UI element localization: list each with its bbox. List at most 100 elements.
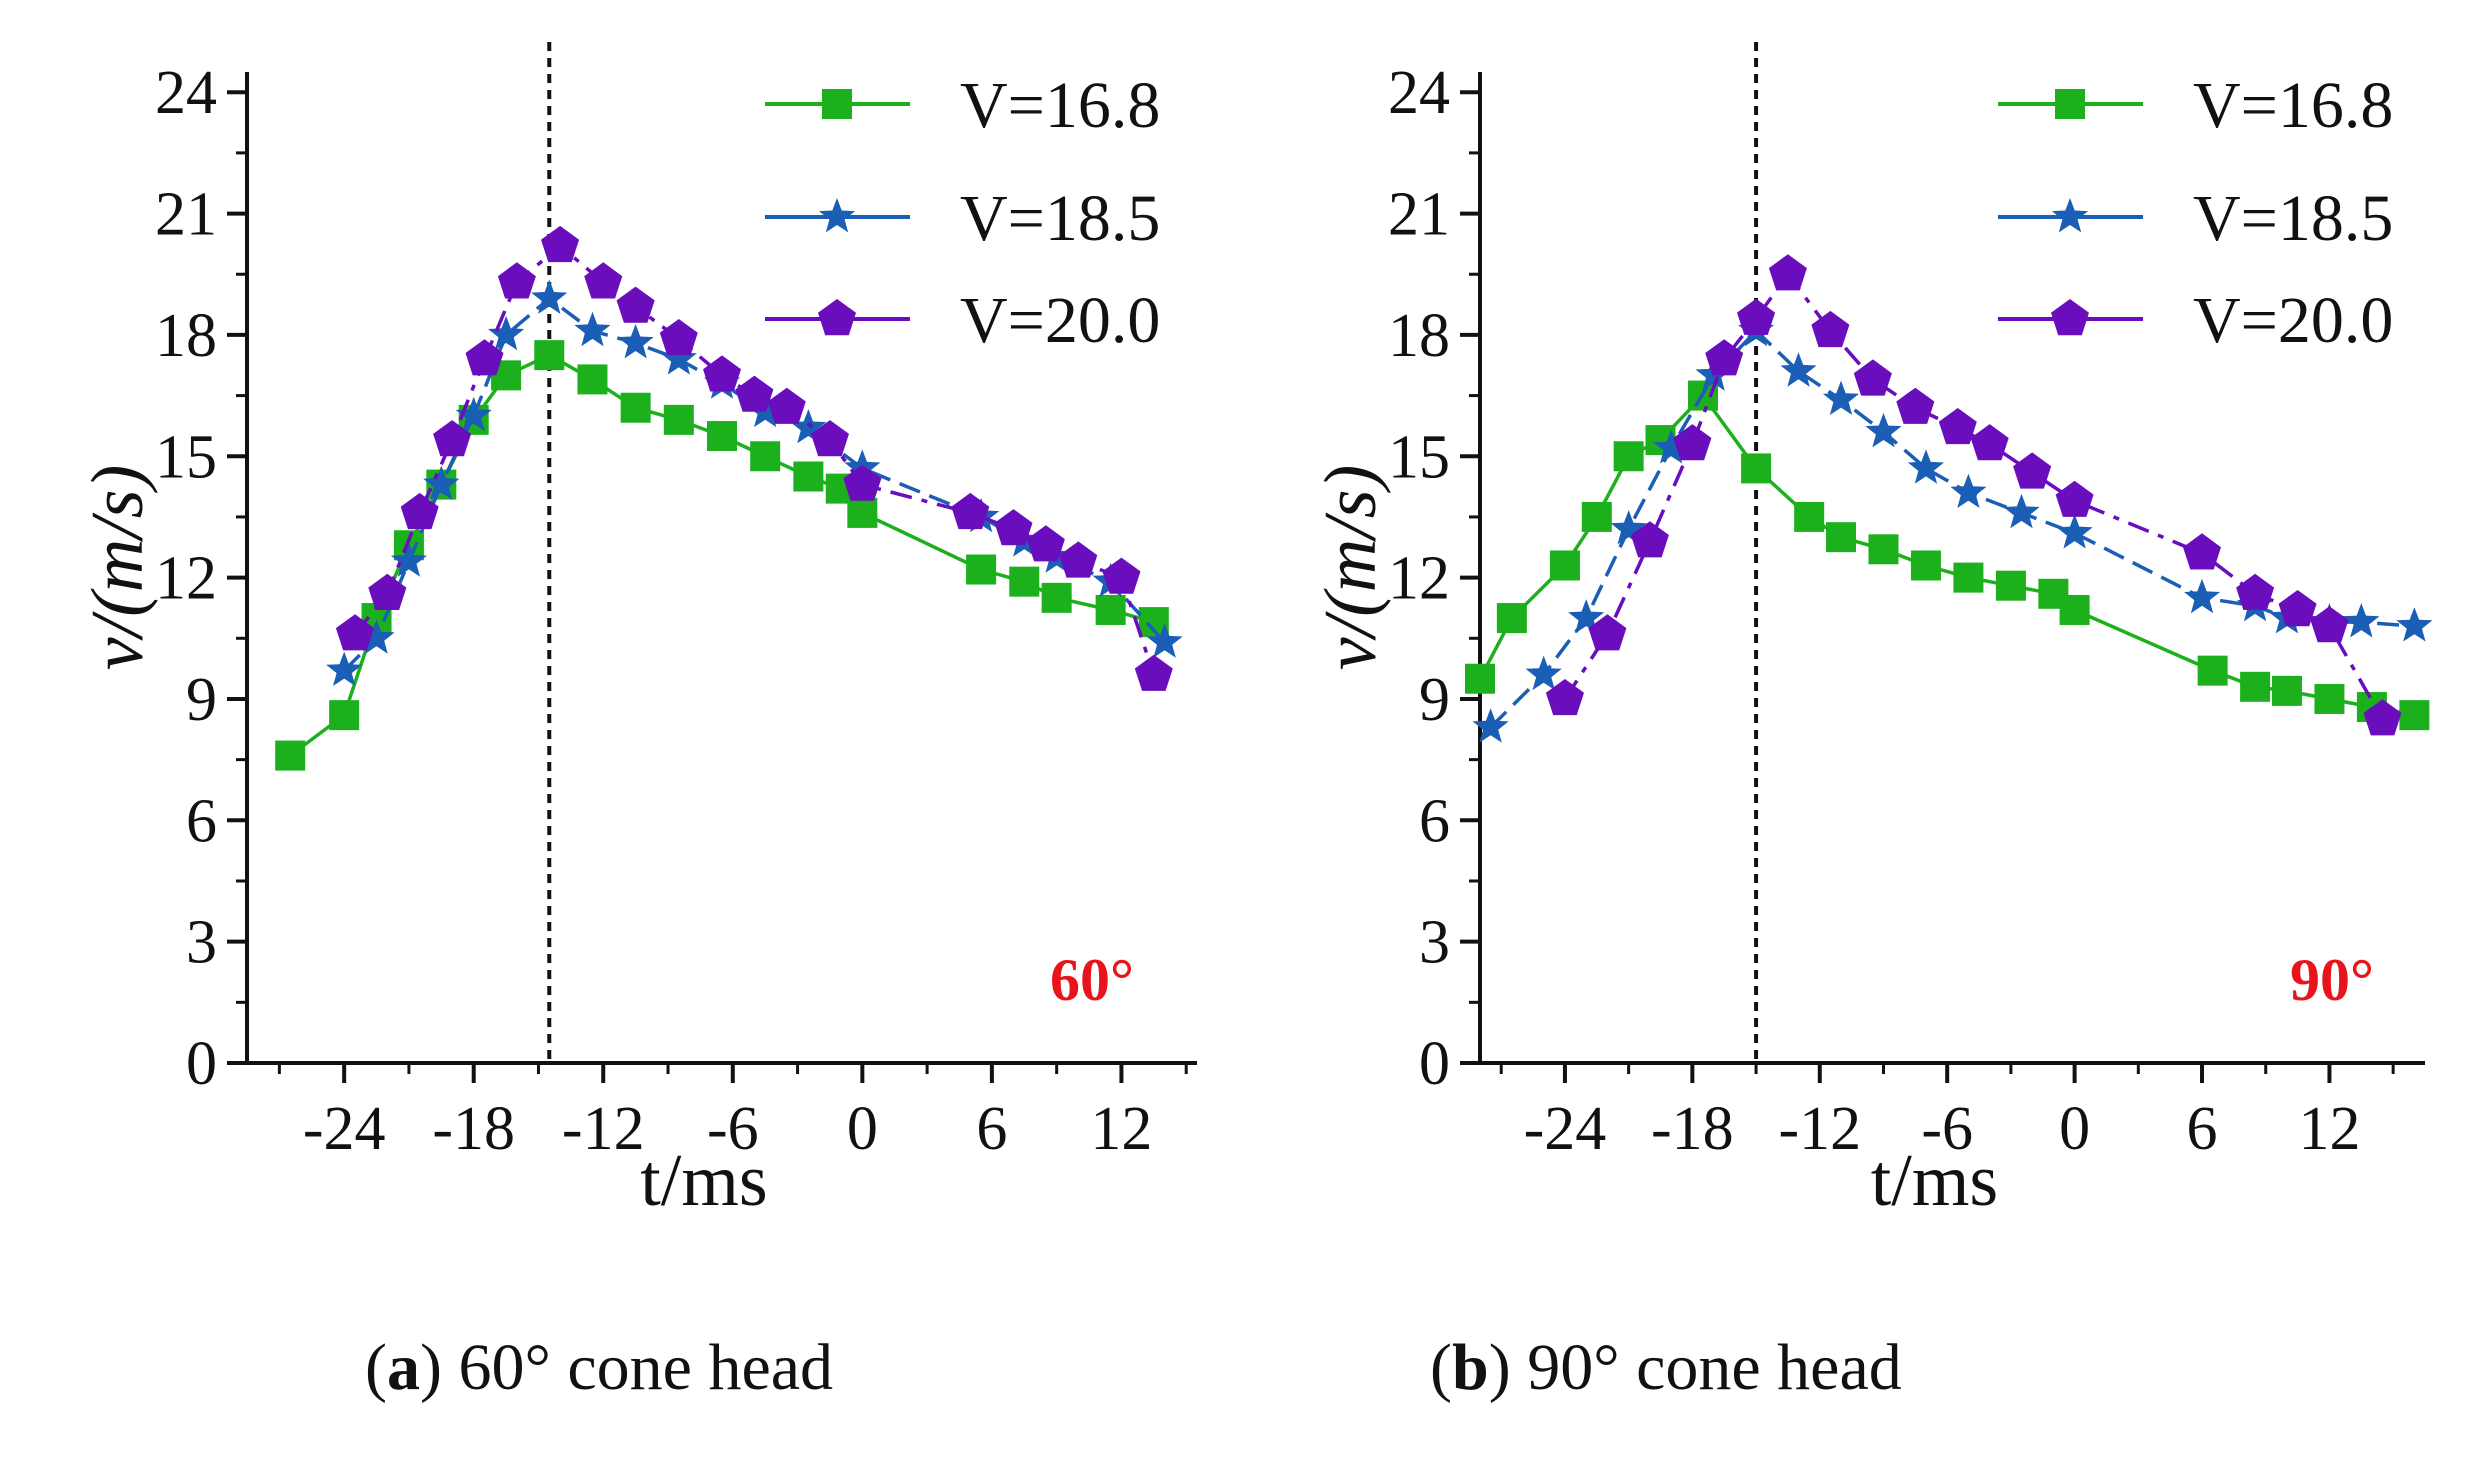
panel-a-series-3-point [465,339,504,376]
panel-a-series-2-point [455,396,492,432]
panel-a-series-1-point [577,364,608,395]
panel-b-series-1-point [2271,675,2302,706]
panel-b-ytick-label: 18 [1388,302,1450,370]
panel-b-series-3-point [1630,521,1669,558]
panel-a-series-1-point [750,441,781,472]
panel-a-series-1-point [1041,582,1072,613]
panel-a-series-1-point [1095,594,1126,625]
panel-b-xtick-label: -24 [1524,1095,1607,1163]
panel-a-series-1-point [707,421,737,452]
panel-a-series-3-point [616,286,655,323]
panel-a-series-1-point [847,497,878,528]
panel-b-series-1 [1465,380,2430,731]
panel-b-y-axis-title: v/(m/s) [1310,465,1392,671]
panel-a-series-1-point [275,740,306,771]
caption-b-text: 90° cone head [1510,1331,1902,1404]
panel-a-series-3-point [1059,541,1098,578]
panel-b-series-2-point [1822,380,1860,415]
panel-b-series-3-point [2055,480,2094,517]
panel-a-ytick-label: 21 [155,181,217,249]
panel-b-x-axis-title: t/ms [1871,1140,1998,1222]
panel-a-legend-label-1: V=16.8 [960,69,1160,142]
panel-b-series-2-point [2056,514,2093,549]
panel-a-xtick-label: 0 [847,1095,878,1163]
panel-b-series-3-point [2236,573,2275,610]
panel-a-series-3-point [659,319,698,356]
panel-b-series-2-line [1489,328,2415,729]
panel-a-series-1-point [534,340,565,371]
panel-b-series-2-point [1610,510,1647,545]
panel-b: 0 3 6 9 12 15 18 21 24 -24 -18 -12 -6 0 6 12 t/ms v/(m/s)… [1310,42,2433,1222]
panel-b-ytick-label: 3 [1419,909,1450,977]
panel-a-xtick-label: 12 [1090,1095,1152,1163]
panel-b-series-1-point [1995,570,2026,601]
panel-b-series-1-point [2059,594,2090,625]
panel-a-series-2-point [617,324,654,359]
panel-b-series-3 [1545,254,2402,736]
panel-b-legend-label-1: V=16.8 [2193,69,2393,142]
panel-b-series-2-point [2003,493,2040,529]
panel-a-series-2-point [1146,623,1183,658]
panel-a-ytick-label: 6 [186,787,217,855]
panel-b-series-3-point [2183,533,2221,570]
panel-a-series-3-point [541,225,580,263]
panel-a-series-1-point [793,461,824,492]
panel-a-ytick-label: 18 [155,302,217,370]
panel-b-series-1-point [1868,534,1899,565]
panel-a-series-3-point [767,387,806,424]
panel-a-xtick-label: 6 [976,1095,1007,1163]
panel-a-series-3-point [1026,525,1065,562]
caption-a: (a) 60° cone head [365,1331,834,1404]
panel-b-xtick-label: -12 [1778,1095,1861,1163]
panel-b-ytick-label: 15 [1388,423,1450,491]
panel-a-series-1-point [329,700,360,731]
panel-a-xtick-label: -18 [432,1095,515,1163]
panel-b-series-1-point [2314,683,2345,714]
panel-b-legend-marker-3 [2051,299,2089,336]
panel-b-ytick-label: 24 [1388,59,1450,127]
panel-a-legend-marker-2 [818,198,856,233]
panel-b-series-1-point [1741,453,1772,484]
panel-a-ytick-label: 3 [186,909,217,977]
caption-a-text: 60° cone head [441,1331,834,1404]
panel-b-series-2-point [1472,708,1509,743]
panel-a-ytick-label: 0 [186,1030,217,1098]
panel-a-series-3-point [843,464,882,501]
panel-b-series-2-point [2184,578,2221,614]
panel-a-ytick-label: 12 [155,545,217,613]
panel-a-series-3-point [810,420,849,457]
panel-b-series-3-point [1545,679,1584,716]
panel-b-series-1-point [1794,501,1825,532]
panel-b-ytick-label: 6 [1419,787,1450,855]
panel-b-xtick-label: 0 [2059,1095,2090,1163]
panel-a-series-3 [335,225,1173,691]
panel-b-series-2-point [1907,449,1944,484]
panel-b-series-2-point [1950,473,1987,508]
panel-a-series-1-point [663,404,694,435]
panel-b-series-3-point [1588,614,1627,651]
panel-a-y-axis-title: v/(m/s) [77,465,159,671]
panel-a-series-2-point [390,542,427,577]
panel-a-xtick-label: -6 [707,1095,759,1163]
panel-b-xtick-label: 12 [2298,1095,2360,1163]
panel-a-ytick-label: 24 [155,59,217,127]
panel-a-series-3-point [1102,557,1141,594]
panel-b-ytick-label: 12 [1388,545,1450,613]
panel-a-series-2-point [326,651,363,686]
panel-a-series-2-point [358,619,395,654]
panel-b-series-2-point [2396,607,2433,642]
panel-b-series-2-point [1780,352,1817,387]
panel-a-series-3-point [433,420,472,457]
panel-b-series-1-point [1826,522,1857,553]
panel-b-series-1-point [1910,550,1941,581]
caption-b: (b) 90° cone head [1430,1331,1902,1404]
panel-a-x-axis-title: t/ms [640,1140,767,1222]
panel-b-legend-marker-2 [2051,198,2089,233]
panel-b-series-2-point [1653,429,1690,464]
panel-b-series-3-point [1896,387,1935,424]
panel-b-series-1-point [1496,603,1527,634]
panel-b-series-3-point [1737,298,1776,335]
panel-a-series-1-point [1009,566,1040,597]
panel-b-series-2-point [2343,603,2380,638]
